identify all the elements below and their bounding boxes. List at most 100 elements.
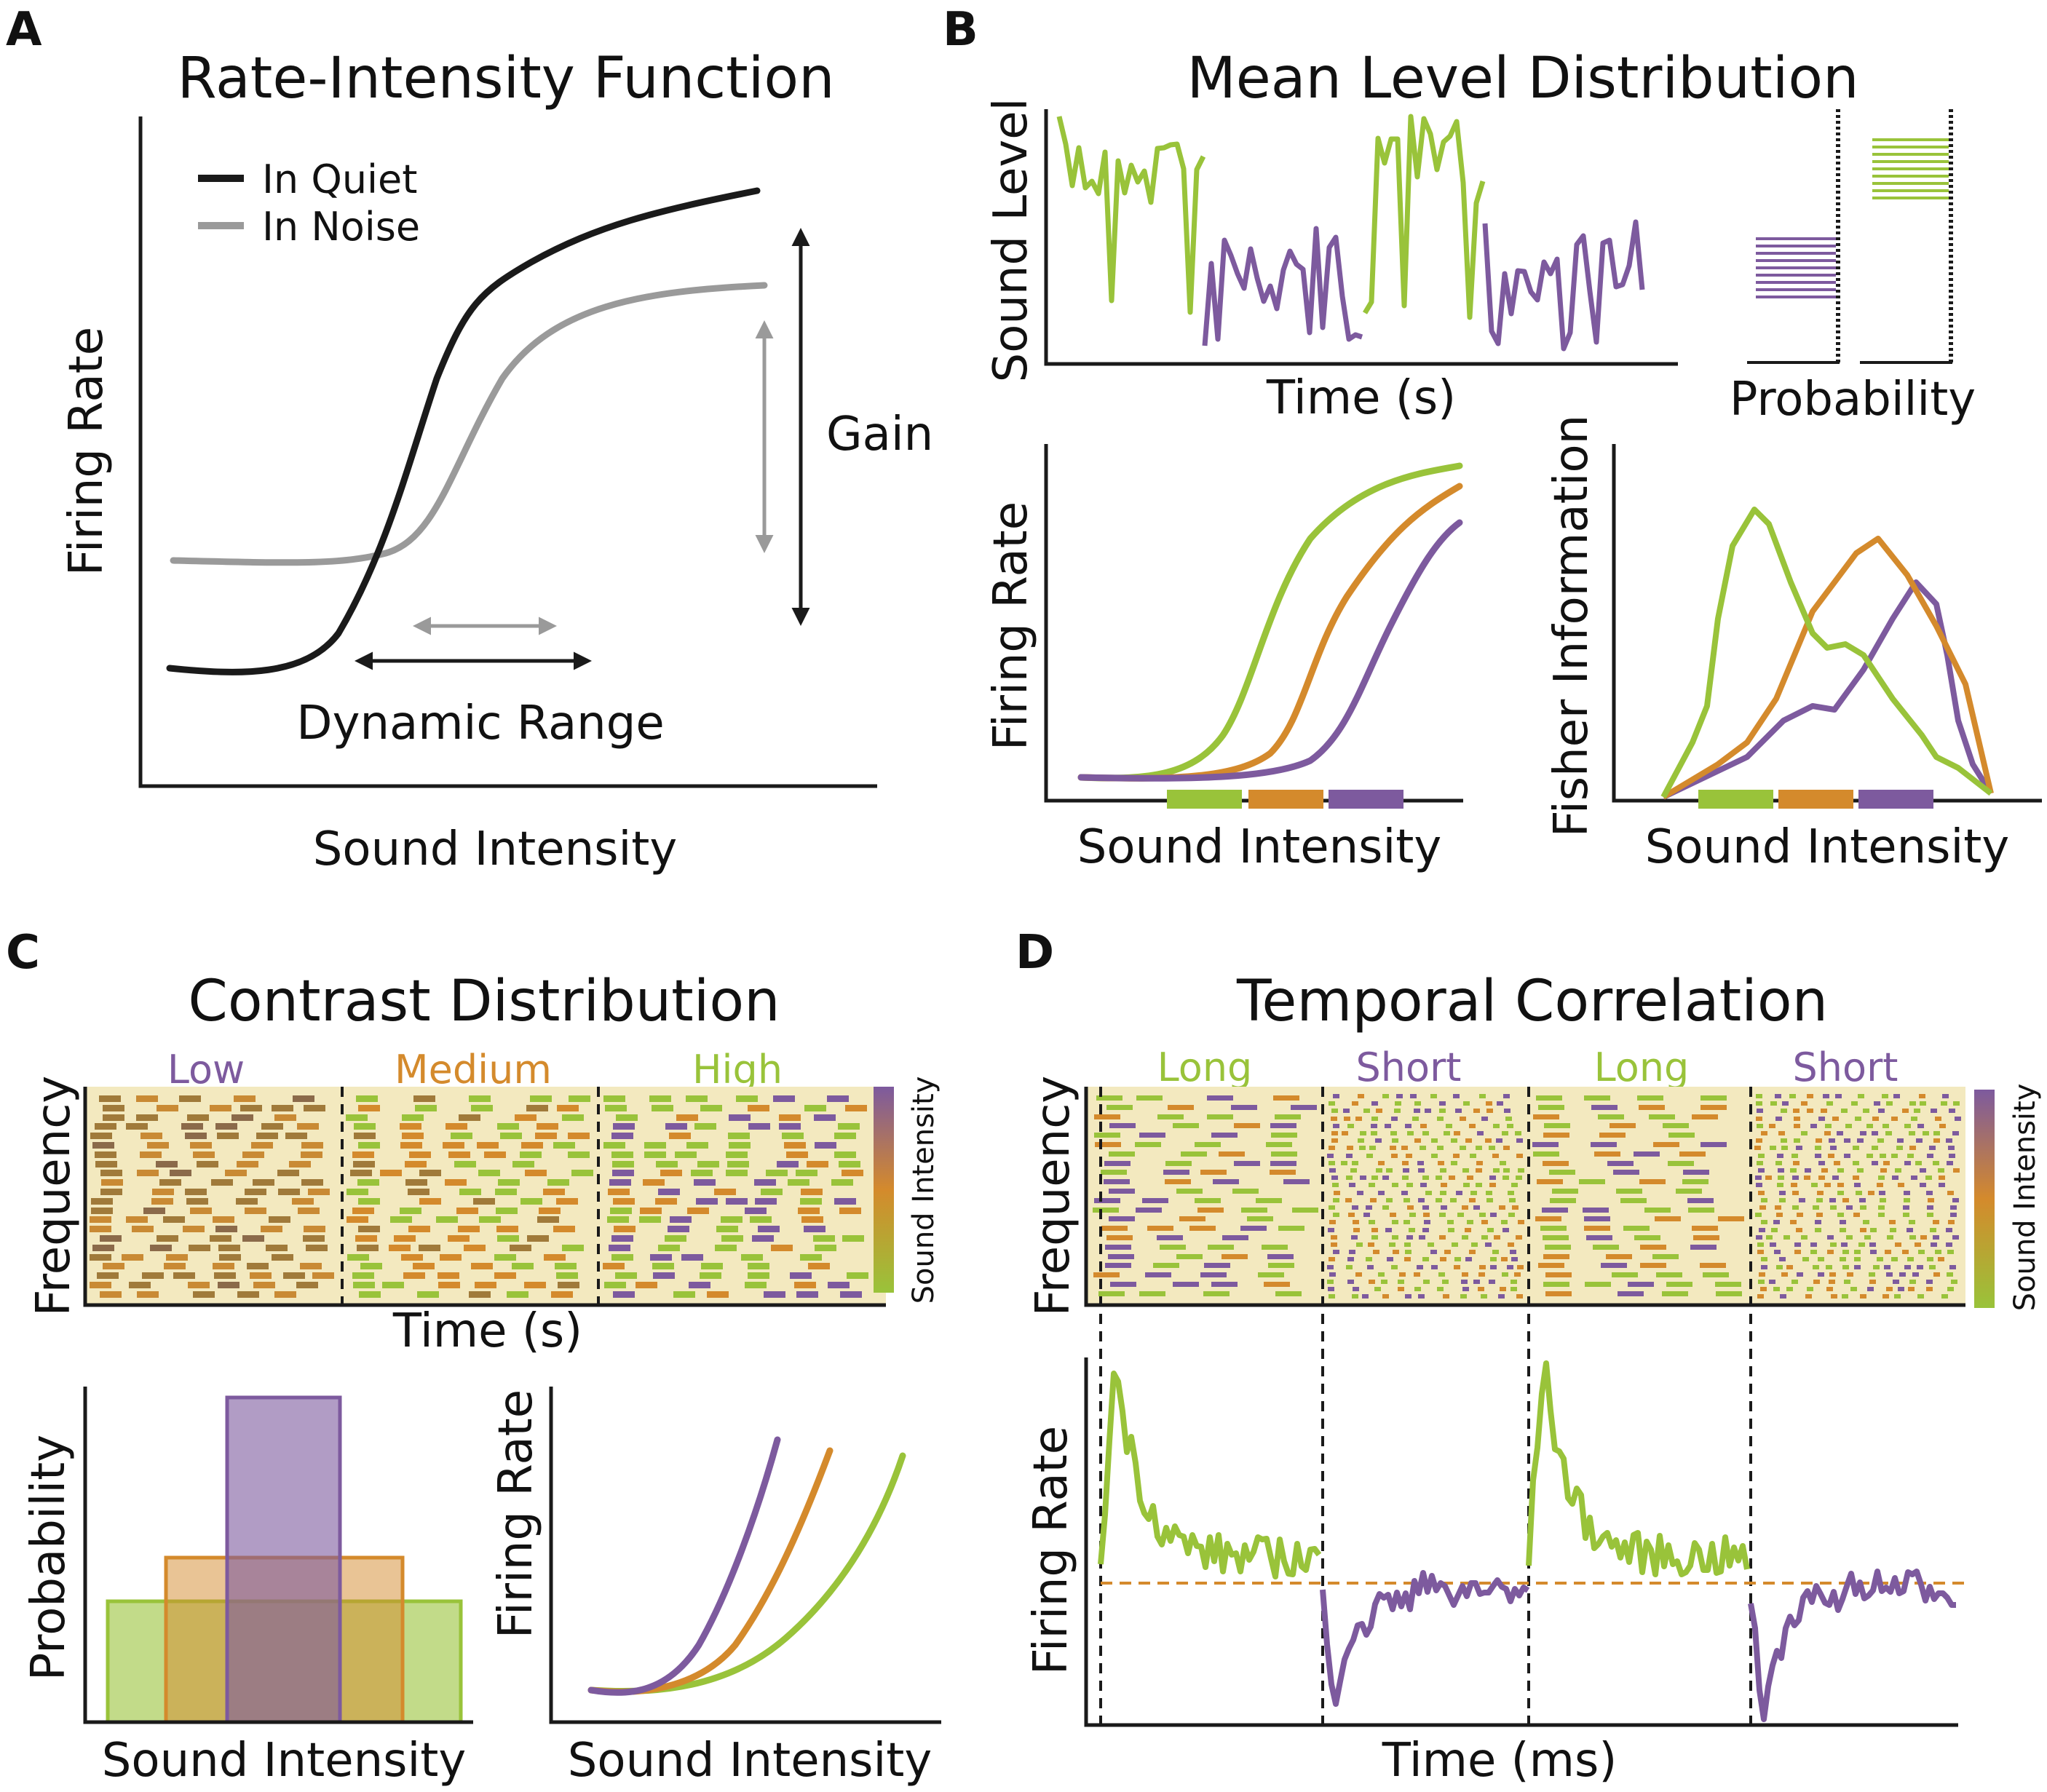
spectro-d-dot	[1854, 1265, 1861, 1269]
spectro-d-dot	[1366, 1205, 1372, 1210]
spectro-d-dot	[1344, 1117, 1350, 1121]
spectro-d-dash	[1538, 1263, 1564, 1268]
spectro-d-dot	[1827, 1250, 1834, 1254]
spectro-d-dot	[1813, 1205, 1819, 1210]
spectro-d-dot	[1759, 1272, 1765, 1277]
spectro-d-dash	[1543, 1282, 1569, 1287]
spectro-c-dash	[714, 1189, 736, 1195]
spectro-d-dot	[1781, 1146, 1788, 1150]
spectro-d-dash	[1270, 1161, 1296, 1166]
spectro-c-dash	[512, 1263, 534, 1269]
spectro-d-dot	[1869, 1280, 1876, 1284]
spectro-d-dash	[1544, 1123, 1570, 1128]
spectro-c-dash	[748, 1123, 770, 1130]
spectro-c-dash	[804, 1105, 826, 1111]
spectro-d-dot	[1476, 1161, 1483, 1165]
spectro-d-dot	[1893, 1280, 1899, 1284]
spectro-d-dash	[1598, 1114, 1624, 1119]
spectro-d-dash	[1700, 1142, 1727, 1147]
spectro-d-dot	[1816, 1213, 1823, 1217]
spectro-c-dash	[225, 1170, 247, 1176]
spectro-d-dot	[1759, 1228, 1765, 1232]
spectro-c-dash	[526, 1105, 548, 1111]
spectro-d-dot	[1909, 1131, 1915, 1135]
spectro-d-dot	[1911, 1117, 1917, 1121]
spectro-d-dot	[1428, 1242, 1434, 1247]
prob-bar-purple	[225, 1395, 342, 1724]
spectro-d-dash	[1533, 1151, 1559, 1157]
trace-segment-4	[1482, 219, 1645, 352]
spectro-d-dash	[1649, 1114, 1675, 1119]
spectro-d-dot	[1494, 1235, 1500, 1240]
spectro-d-dot	[1456, 1191, 1462, 1195]
spectro-d-dot	[1778, 1175, 1784, 1180]
spectro-d-dot	[1854, 1257, 1861, 1261]
spectro-c-dash	[394, 1235, 416, 1242]
spectro-d-dot	[1761, 1220, 1767, 1224]
spectro-c-dash	[173, 1272, 195, 1279]
spectro-c-dash	[219, 1254, 241, 1261]
spectro-c-dash	[129, 1282, 151, 1288]
spectro-c-dash	[163, 1216, 185, 1223]
spectro-d-dot	[1346, 1175, 1353, 1180]
spectro-d-dot	[1518, 1220, 1524, 1224]
spectro-d-dot	[1781, 1138, 1787, 1143]
spectro-c-dash	[382, 1282, 404, 1288]
spectro-d-dot	[1481, 1294, 1487, 1299]
spectro-c-dash	[839, 1208, 861, 1214]
spectro-d-dot	[1780, 1294, 1786, 1299]
fisher-bar-purple	[1858, 790, 1933, 809]
spectro-d-dot	[1805, 1294, 1812, 1299]
spectro-d-dot	[1467, 1175, 1473, 1180]
spectro-c-dash	[800, 1254, 822, 1261]
spectro-d-dot	[1503, 1146, 1510, 1150]
spectro-d-dot	[1854, 1250, 1861, 1254]
spectro-c-dash	[283, 1272, 305, 1279]
spectro-d-dot	[1444, 1250, 1451, 1254]
spectro-d-dot	[1436, 1175, 1442, 1180]
spectro-c-dash	[838, 1123, 860, 1130]
spectro-d-dot	[1369, 1280, 1375, 1284]
spectro-d-dot	[1898, 1183, 1904, 1187]
panel-c: C Contrast Distribution Low Medium High …	[6, 926, 941, 1788]
spectro-d-dot	[1942, 1094, 1949, 1098]
spectro-d-dash	[1550, 1198, 1576, 1203]
spectro-d-dot	[1816, 1198, 1823, 1202]
spectro-c-dash	[779, 1114, 801, 1121]
spectro-c-dash	[103, 1114, 124, 1121]
spectro-c-dash	[609, 1179, 631, 1186]
spectro-d-dot	[1878, 1205, 1885, 1210]
spectro-d-dot	[1331, 1235, 1337, 1240]
spectro-c-dash	[101, 1179, 123, 1186]
spectro-d-dot	[1489, 1280, 1495, 1284]
spectro-d-dot	[1927, 1205, 1933, 1210]
spectro-d-dot	[1469, 1124, 1476, 1128]
spectro-d-dot	[1422, 1228, 1429, 1232]
trace-axes	[1044, 109, 1678, 366]
spectro-d-dot	[1892, 1175, 1898, 1180]
spectro-c-dash	[750, 1216, 772, 1223]
spectro-c-dash	[496, 1208, 518, 1214]
fisher-curve-green	[1660, 507, 1993, 798]
spectro-d-dot	[1414, 1272, 1420, 1277]
spectro-c-dash	[245, 1189, 266, 1195]
fisher-xlabel: Sound Intensity	[1645, 820, 2009, 874]
spectro-d-dot	[1470, 1191, 1477, 1195]
spectro-d-dot	[1796, 1228, 1802, 1232]
spectro-d-dot	[1857, 1168, 1864, 1173]
rate-curve-orange	[1077, 483, 1463, 782]
spectro-c-dash	[611, 1133, 633, 1139]
panel-a-ylabel: Firing Rate	[60, 327, 114, 576]
spectro-c-dash	[360, 1263, 382, 1269]
rate-bar-green	[1167, 790, 1242, 809]
spectro-d-dash	[1703, 1272, 1729, 1277]
spectro-c-dash	[400, 1142, 422, 1149]
rate-curve-c-green	[587, 1452, 906, 1695]
spectro-d-dot	[1407, 1131, 1414, 1135]
spectro-c-dash	[497, 1235, 519, 1242]
spectro-d-dash	[1679, 1151, 1706, 1157]
spectro-d-dash	[1271, 1133, 1297, 1138]
spectro-d-dot	[1903, 1213, 1909, 1217]
rate-xlabel-d: Time (ms)	[1382, 1734, 1618, 1788]
spectro-d-dot	[1366, 1257, 1372, 1261]
